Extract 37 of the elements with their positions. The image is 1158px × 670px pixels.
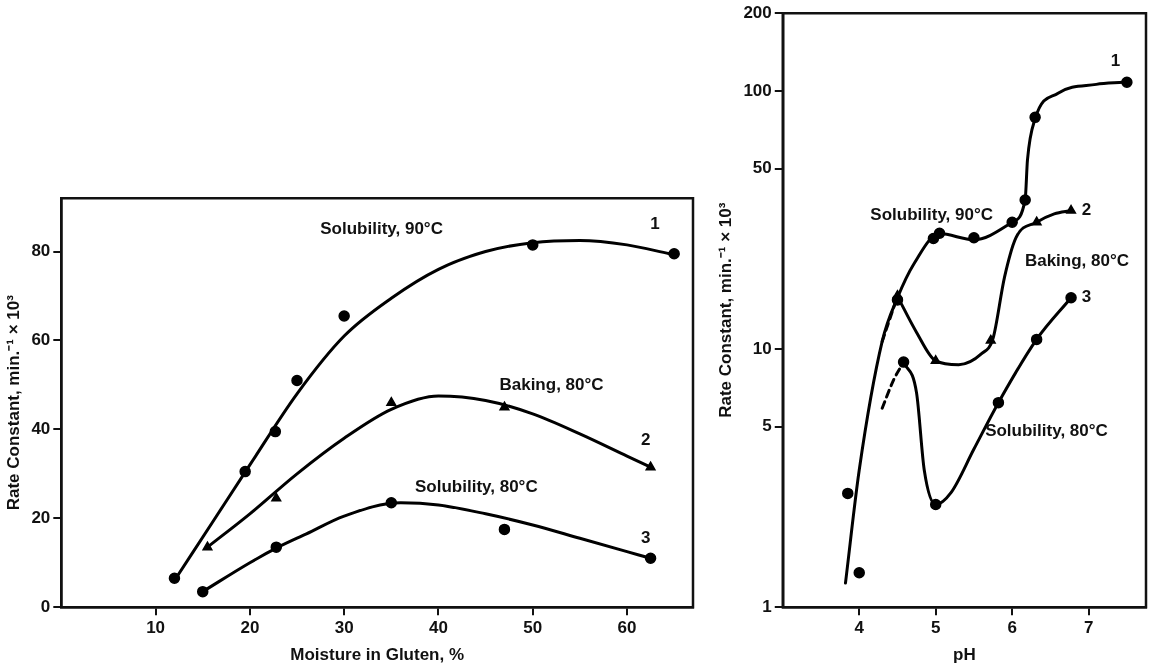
x-tick-label: 5	[930, 618, 941, 638]
annotation: 2	[640, 430, 651, 450]
x-tick-label: 4	[854, 618, 865, 638]
y-tick-label: 100	[743, 80, 772, 100]
annotation: Baking, 80°C	[499, 374, 604, 394]
annotation: 1	[650, 214, 660, 234]
y-tick-label: 40	[31, 419, 51, 439]
y-axis-title: Rate Constant, min.⁻¹ × 10³	[715, 202, 735, 418]
y-tick-label: 1	[762, 596, 772, 616]
x-tick-label: 10	[146, 618, 166, 638]
x-tick-label: 20	[240, 618, 260, 638]
y-tick-label: 60	[31, 330, 51, 350]
y-axis-title: Rate Constant, min.⁻¹ × 10³	[3, 294, 23, 511]
x-tick-label: 50	[523, 618, 543, 638]
y-tick-label: 80	[31, 241, 51, 261]
annotation: Baking, 80°C	[1024, 250, 1130, 270]
y-tick-label: 0	[40, 596, 51, 616]
x-tick-label: 30	[334, 618, 354, 638]
x-tick-label: 6	[1007, 618, 1017, 638]
x-axis-title: Moisture in Gluten, %	[290, 645, 465, 665]
y-tick-label: 200	[743, 2, 772, 22]
annotation: 1	[1110, 51, 1121, 70]
annotation: Solubility, 90°C	[870, 204, 994, 224]
annotation: Solubility, 80°C	[985, 421, 1108, 441]
x-tick-label: 40	[428, 618, 448, 638]
y-tick-label: 10	[752, 338, 772, 358]
annotation: 3	[1081, 287, 1092, 307]
annotation: Solubility, 80°C	[414, 477, 538, 497]
y-tick-label: 20	[31, 507, 51, 527]
annotation: Solubility, 90°C	[320, 218, 443, 238]
x-tick-label: 7	[1083, 618, 1094, 638]
x-axis-title: pH	[953, 645, 976, 665]
y-tick-label: 50	[752, 158, 772, 178]
annotation: 3	[640, 528, 651, 548]
annotation: 2	[1081, 200, 1092, 220]
x-tick-label: 60	[617, 618, 637, 638]
y-tick-label: 5	[762, 416, 772, 436]
